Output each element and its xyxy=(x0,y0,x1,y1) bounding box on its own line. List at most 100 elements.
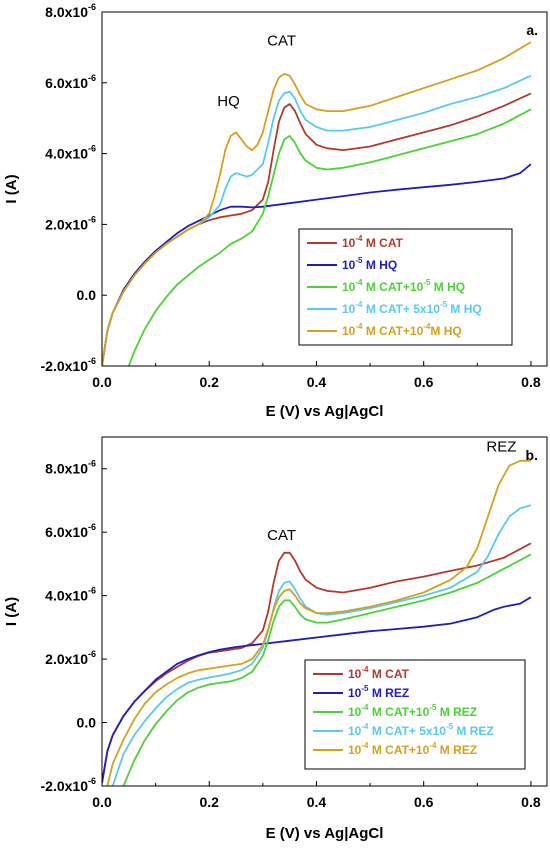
y-tick-label: -2.0x10-6 xyxy=(41,776,97,794)
y-tick-label: 4.0x10-6 xyxy=(45,586,96,604)
y-tick-label: 6.0x10-6 xyxy=(45,73,96,91)
x-tick-label: 0.4 xyxy=(307,794,327,810)
y-tick-mantissa: 2.0x10 xyxy=(45,216,88,232)
legend-superscript: -5 xyxy=(355,256,363,265)
y-tick-exponent: -6 xyxy=(88,356,96,366)
legend-text: M REZ xyxy=(436,743,477,757)
y-tick-label: 6.0x10-6 xyxy=(45,522,96,540)
y-tick-label: 0.0 xyxy=(77,287,97,303)
legend-entry: 10-4 M CAT+10-5 M REZ xyxy=(348,703,477,719)
y-tick-mantissa: 2.0x10 xyxy=(45,651,88,667)
legend-text: M CAT xyxy=(362,236,403,250)
legend-superscript: -5 xyxy=(446,722,454,731)
legend-superscript: -4 xyxy=(361,665,369,674)
plot-frame xyxy=(101,11,548,367)
legend-entry: 10-4 M CAT xyxy=(342,234,404,250)
series-line-3 xyxy=(127,108,532,366)
y-tick-mantissa: -2.0x10 xyxy=(41,358,89,374)
x-tick-label: 0.8 xyxy=(521,374,541,390)
x-axis-label: E (V) vs Ag|AgCl xyxy=(266,403,384,420)
chart-panel-b: 0.0 0.2 0.4 0.6 0.8-2.0x10-60.02.0x10-64.0x1… xyxy=(3,436,548,842)
y-tick-exponent: -6 xyxy=(88,144,96,154)
x-tick-label: 0.6 xyxy=(414,794,434,810)
y-tick-label: 0.0 xyxy=(77,715,97,731)
legend-text: M HQ xyxy=(430,324,461,338)
y-tick-mantissa: -2.0x10 xyxy=(41,778,89,794)
legend-text: M CAT+10 xyxy=(368,743,429,757)
peak-annotation: HQ xyxy=(217,93,240,110)
y-tick-exponent: -6 xyxy=(88,73,96,83)
legend-text: 10 xyxy=(342,324,356,338)
legend-entry: 10-4 M CAT+ 5x10-5 M HQ xyxy=(342,300,482,316)
legend-superscript: -4 xyxy=(429,741,437,750)
y-tick-mantissa: 6.0x10 xyxy=(45,75,88,91)
y-tick-label: 8.0x10-6 xyxy=(45,2,96,20)
chart-panel-a: 0.0 0.2 0.4 0.6 0.8-2.0x10-60.02.0x10-64.0x1… xyxy=(3,2,548,420)
y-tick-label: 4.0x10-6 xyxy=(45,144,96,162)
legend-superscript: -4 xyxy=(355,234,363,243)
legend-superscript: -4 xyxy=(361,703,369,712)
legend-text: M CAT+10 xyxy=(368,705,429,719)
series-line-2 xyxy=(102,163,532,366)
x-tick-label: 0.2 xyxy=(199,794,219,810)
peak-annotation: REZ xyxy=(486,438,516,455)
legend-superscript: -4 xyxy=(355,300,363,309)
legend-entry: 10-4 M CAT+10-4M HQ xyxy=(342,322,462,338)
legend-text: 10 xyxy=(348,724,362,738)
y-tick-mantissa: 8.0x10 xyxy=(45,4,88,20)
legend-entry: 10-4 M CAT+10-5 M HQ xyxy=(342,278,465,294)
x-tick-label: 0.0 xyxy=(92,374,112,390)
legend-superscript: -4 xyxy=(355,322,363,331)
peak-annotation: CAT xyxy=(267,33,296,50)
legend-text: M REZ xyxy=(368,686,409,700)
legend-superscript: -5 xyxy=(361,684,369,693)
legend-superscript: -5 xyxy=(429,703,437,712)
legend-text: M REZ xyxy=(436,705,477,719)
x-tick-label: 0.4 xyxy=(307,374,327,390)
legend-text: M CAT+10 xyxy=(362,324,423,338)
y-tick-exponent: -6 xyxy=(88,214,96,224)
y-tick-mantissa: 6.0x10 xyxy=(45,524,88,540)
series-group xyxy=(102,459,532,786)
y-tick-label: -2.0x10-6 xyxy=(41,356,97,374)
legend-text: M CAT+ 5x10 xyxy=(362,302,440,316)
legend-superscript: -4 xyxy=(355,278,363,287)
legend-text: 10 xyxy=(342,302,356,316)
legend-text: M REZ xyxy=(453,724,494,738)
legend-entry: 10-4 M CAT xyxy=(348,665,410,681)
y-tick-mantissa: 8.0x10 xyxy=(45,461,88,477)
legend-superscript: -5 xyxy=(440,300,448,309)
y-tick-mantissa: 0.0 xyxy=(77,715,97,731)
legend-superscript: -4 xyxy=(361,741,369,750)
legend-entry: 10-4 M CAT+ 5x10-5 M REZ xyxy=(348,722,494,738)
legend-text: 10 xyxy=(342,258,356,272)
panel-label: a. xyxy=(526,22,538,38)
legend-entry: 10-5 M HQ xyxy=(342,256,397,272)
series-line-5 xyxy=(106,459,531,786)
series-line-4 xyxy=(111,504,532,786)
y-tick-exponent: -6 xyxy=(88,649,96,659)
legend-text: 10 xyxy=(348,667,362,681)
plot-frame xyxy=(101,436,548,787)
y-tick-label: 2.0x10-6 xyxy=(45,649,96,667)
x-tick-label: 0.8 xyxy=(521,794,541,810)
y-tick-label: 8.0x10-6 xyxy=(45,459,96,477)
x-axis-label: E (V) vs Ag|AgCl xyxy=(266,825,384,842)
legend-text: M HQ xyxy=(362,258,397,272)
series-line-3 xyxy=(122,553,532,786)
y-tick-mantissa: 4.0x10 xyxy=(45,146,88,162)
legend-text: 10 xyxy=(348,686,362,700)
peak-annotation: CAT xyxy=(267,527,296,544)
series-group xyxy=(102,41,532,366)
legend-superscript: -5 xyxy=(423,278,431,287)
legend-text: M HQ xyxy=(447,302,482,316)
y-tick-exponent: -6 xyxy=(88,776,96,786)
legend-text: M HQ xyxy=(430,280,465,294)
y-tick-mantissa: 0.0 xyxy=(77,287,97,303)
y-tick-exponent: -6 xyxy=(88,459,96,469)
y-tick-exponent: -6 xyxy=(88,586,96,596)
legend-entry: 10-5 M REZ xyxy=(348,684,409,700)
